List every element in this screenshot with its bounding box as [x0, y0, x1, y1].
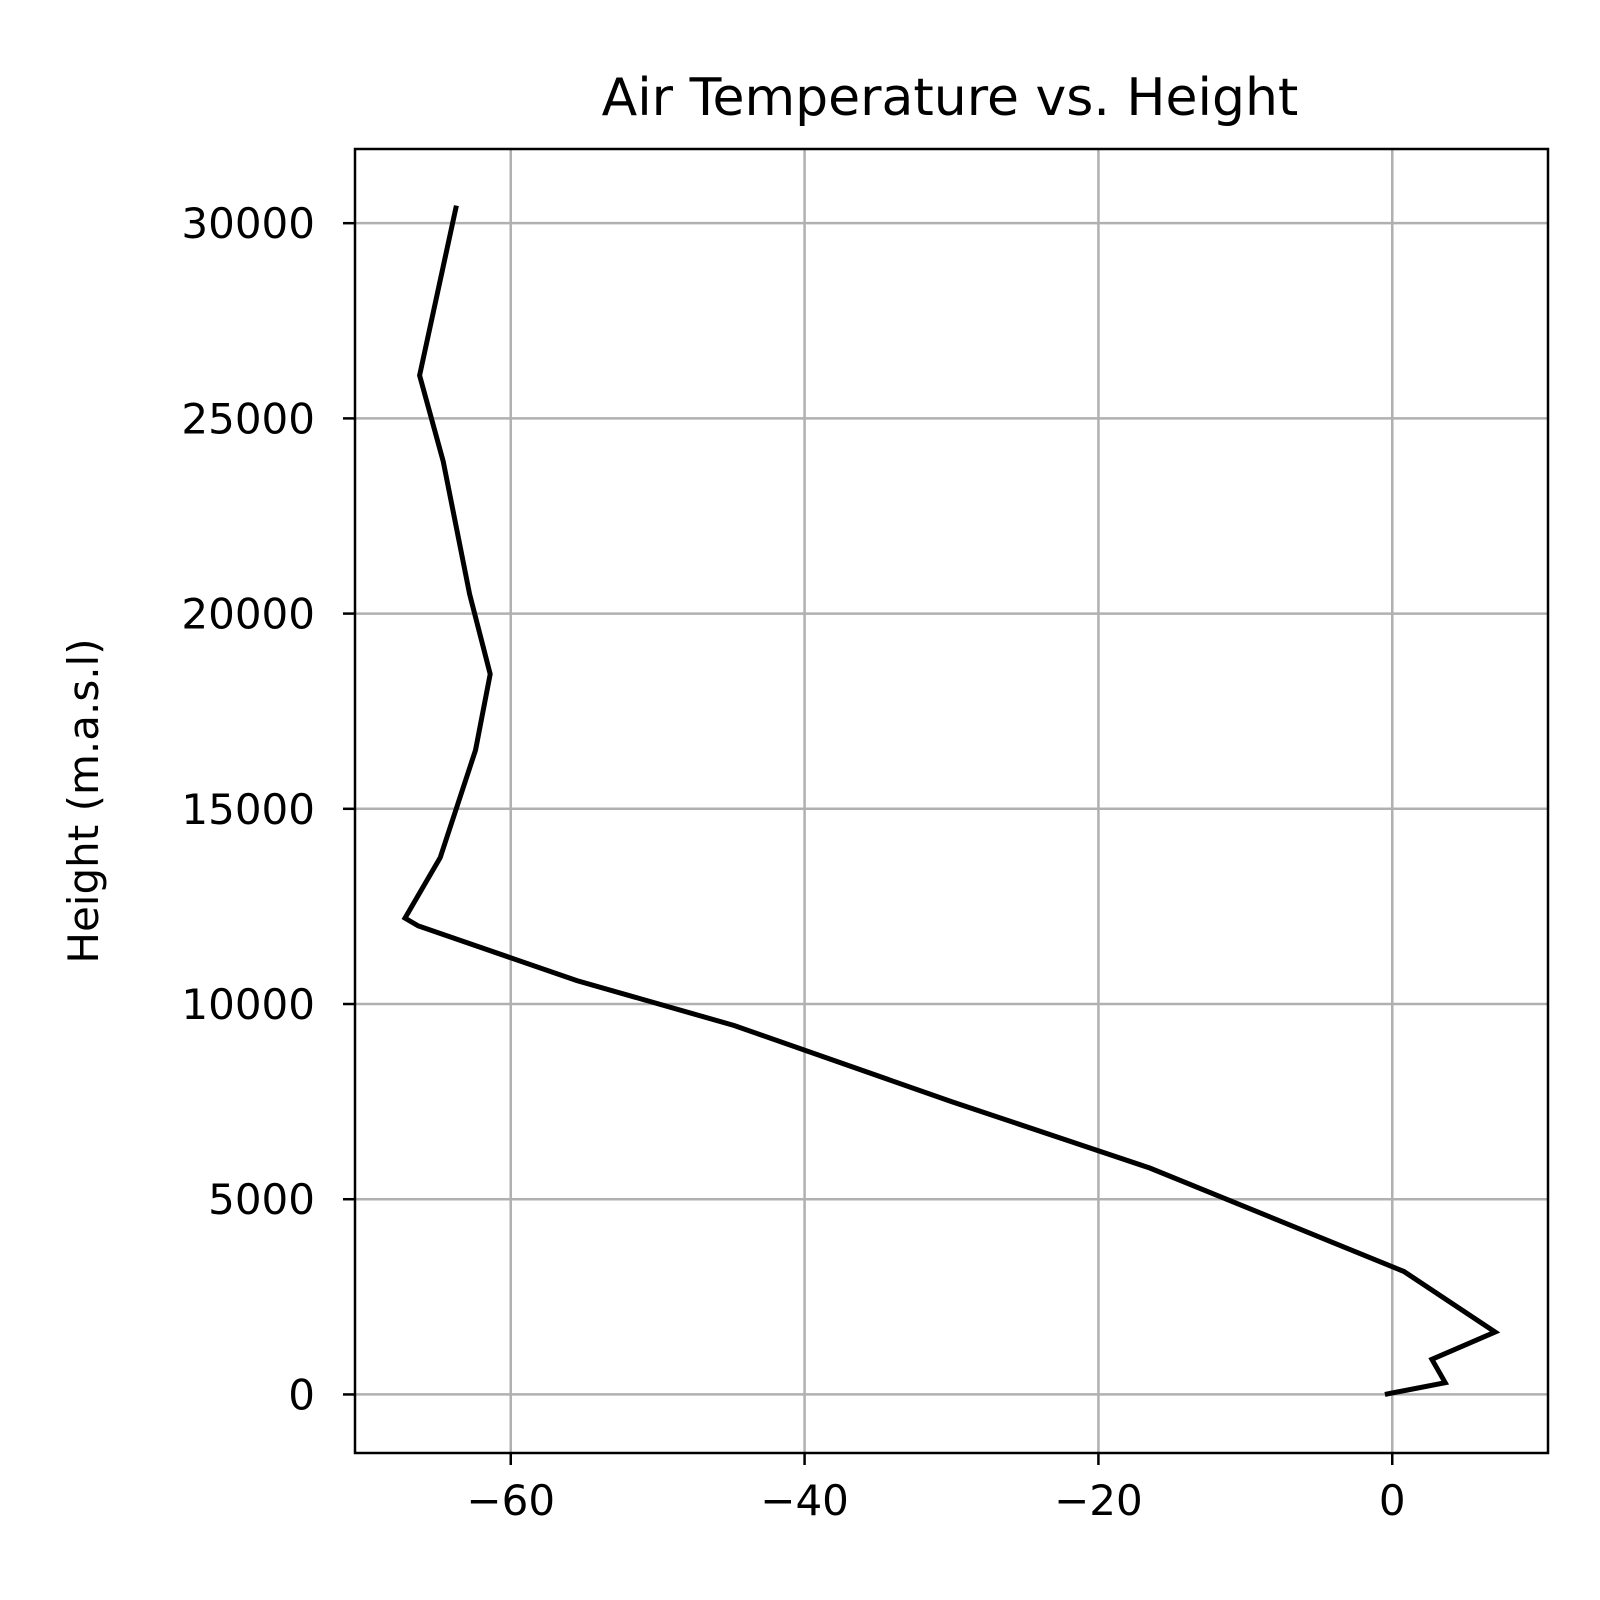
x-tick-label: 0	[1379, 1476, 1406, 1525]
y-axis-label: Height (m.a.s.l)	[59, 638, 108, 963]
x-tick-label: −20	[1054, 1476, 1143, 1525]
y-tick-label: 25000	[181, 394, 315, 443]
grid-layer	[355, 149, 1548, 1453]
y-tick-label: 15000	[181, 785, 315, 834]
y-tick-label: 30000	[181, 199, 315, 248]
series-layer	[401, 205, 1501, 1397]
y-tick-label: 0	[288, 1370, 315, 1419]
x-tick-label: −40	[760, 1476, 849, 1525]
y-tick-label: 5000	[208, 1175, 315, 1224]
y-tick-label: 10000	[181, 980, 315, 1029]
x-tick-label: −60	[466, 1476, 555, 1525]
plot-frame	[353, 147, 1550, 1455]
y-tick-label: 20000	[181, 590, 315, 639]
chart-title: Air Temperature vs. Height	[602, 68, 1299, 128]
tick-layer: −60 −40 −20 0 0 5000 10000 15000 20000 25000 30000	[181, 199, 1405, 1525]
temperature-profile-line	[401, 205, 1501, 1397]
